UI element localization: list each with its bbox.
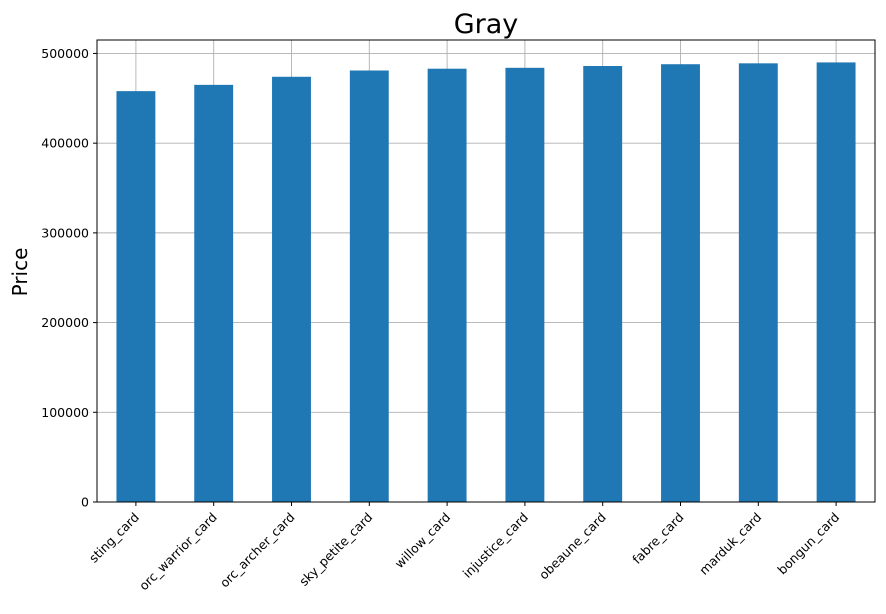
axes (96, 39, 876, 503)
x-tick-label: marduk_card (696, 510, 764, 578)
bar-orc_warrior_card (194, 84, 234, 502)
bar-sting_card (116, 91, 156, 503)
x-tick-label: obeaune_card (536, 510, 609, 583)
chart-title: Gray (454, 9, 519, 40)
y-axis-ticks: 0 100000 200000 300000 400000 500000 (41, 46, 97, 510)
y-axis-label: Price (8, 248, 32, 297)
plot-frame (96, 39, 876, 503)
y-tick-label: 300000 (41, 225, 89, 240)
x-tick-label: bongun_card (774, 510, 842, 578)
bar-injustice_card (505, 67, 545, 503)
x-tick-label: willow_card (392, 510, 454, 572)
bar-marduk_card (738, 63, 778, 502)
bars (116, 62, 856, 503)
x-tick-label: orc_archer_card (217, 510, 298, 591)
x-tick-label: injustice_card (460, 510, 531, 581)
bar-obeaune_card (583, 66, 623, 502)
x-tick-label: sky_petite_card (296, 510, 375, 589)
bar-bongun_card (816, 62, 856, 502)
x-tick-label: orc_warrior_card (136, 510, 220, 594)
y-tick-label: 500000 (41, 46, 89, 61)
x-tick-label: sting_card (86, 510, 142, 566)
y-tick-label: 0 (81, 495, 89, 510)
bar-sky_petite_card (349, 70, 389, 502)
bar-fabre_card (661, 64, 700, 502)
x-axis-ticks: sting_cardorc_warrior_cardorc_archer_car… (86, 502, 842, 593)
y-tick-label: 400000 (41, 136, 89, 151)
bar-orc_archer_card (272, 76, 311, 503)
y-tick-label: 100000 (41, 405, 89, 420)
y-tick-label: 200000 (41, 315, 89, 330)
x-tick-label: fabre_card (629, 510, 686, 567)
bar-willow_card (427, 68, 467, 503)
